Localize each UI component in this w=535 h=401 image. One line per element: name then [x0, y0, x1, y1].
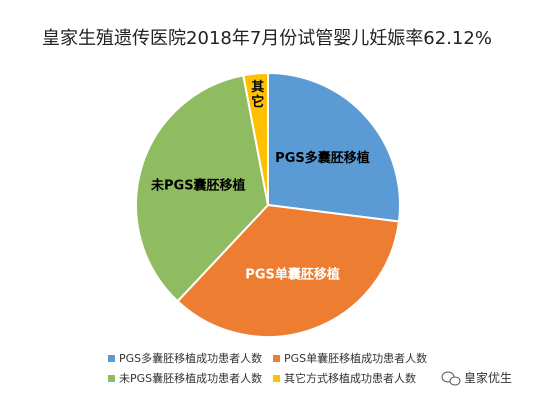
- pie-slice: [135, 74, 270, 303]
- legend-item: PGS单囊胚移植成功患者人数: [273, 351, 427, 365]
- slice-label: 未PGS囊胚移植: [150, 178, 246, 194]
- legend-label: 未PGS囊胚移植成功患者人数: [119, 371, 262, 385]
- slice-label: 其它: [251, 79, 264, 110]
- legend-label: PGS多囊胚移植成功患者人数: [119, 351, 262, 365]
- pie-slice: [242, 71, 269, 206]
- legend-swatch: [108, 355, 115, 362]
- legend-label: 其它方式移植成功患者人数: [284, 371, 416, 385]
- legend-item: 其它方式移植成功患者人数: [273, 371, 416, 385]
- slice-label: PGS单囊胚移植: [245, 266, 340, 282]
- slice-label: PGS多囊胚移植: [275, 150, 370, 166]
- legend: PGS多囊胚移植成功患者人数 PGS单囊胚移植成功患者人数 未PGS囊胚移植成功…: [108, 351, 427, 385]
- wechat-icon: [441, 371, 461, 386]
- pie-slice: [267, 71, 401, 223]
- pie-slices: [135, 71, 401, 338]
- legend-swatch: [108, 375, 115, 382]
- chart-title: 皇家生殖遗传医院2018年7月份试管婴儿妊娠率62.12%: [42, 27, 492, 49]
- legend-label: PGS单囊胚移植成功患者人数: [284, 351, 427, 365]
- legend-item: 未PGS囊胚移植成功患者人数: [108, 371, 262, 385]
- watermark: 皇家优生: [441, 370, 512, 386]
- legend-swatch: [273, 375, 280, 382]
- slice-labels: PGS多囊胚移植 PGS单囊胚移植 未PGS囊胚移植 其它: [150, 79, 370, 282]
- legend-item: PGS多囊胚移植成功患者人数: [108, 351, 262, 365]
- watermark-text: 皇家优生: [464, 370, 512, 385]
- legend-swatch: [273, 355, 280, 362]
- pie-slice: [176, 203, 401, 338]
